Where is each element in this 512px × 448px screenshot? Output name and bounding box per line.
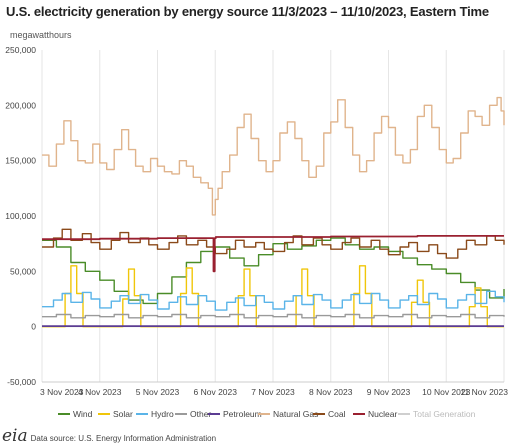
chart-title: U.S. electricity generation by energy so… [6, 4, 489, 19]
legend-swatch [353, 413, 365, 415]
y-tick-label: 250,000 [5, 45, 36, 55]
series-lines [42, 96, 505, 328]
y-tick-label: 50,000 [10, 266, 36, 276]
y-unit-label: megawatthours [10, 30, 72, 40]
legend-swatch [136, 413, 148, 415]
legend-swatch [313, 413, 325, 415]
series-line-nuclear [42, 234, 504, 273]
legend-item-coal[interactable]: Coal [313, 409, 345, 419]
y-tick-label: 0 [31, 322, 36, 332]
legend-swatch [175, 413, 187, 415]
legend-item-other[interactable]: Other [175, 409, 211, 419]
legend-label: Wind [73, 409, 93, 419]
legend-swatch [398, 413, 410, 415]
legend-swatch [208, 413, 220, 415]
legend-label: Petroleum [223, 409, 262, 419]
y-tick-label: 200,000 [5, 100, 36, 110]
x-tick-label: 10 Nov 2023 [422, 387, 470, 397]
legend-swatch [98, 413, 110, 415]
series-line-hydro [42, 290, 505, 311]
legend-label: Nuclear [368, 409, 398, 419]
y-tick-label: -50,000 [7, 377, 36, 387]
chart-legend: Wind Solar Hydro Other Petroleum Natural Gas C… [48, 409, 508, 423]
legend-item-natural-gas[interactable]: Natural Gas [258, 409, 318, 419]
legend-swatch [258, 413, 270, 415]
legend-item-petroleum[interactable]: Petroleum [208, 409, 262, 419]
x-tick-label: 6 Nov 2023 [194, 387, 238, 397]
legend-item-nuclear[interactable]: Nuclear [353, 409, 397, 419]
y-tick-label: 150,000 [5, 156, 36, 166]
x-tick-label: 8 Nov 2023 [309, 387, 353, 397]
footer: eia Data source: U.S. Energy Information… [2, 426, 217, 446]
legend-label: Other [190, 409, 212, 419]
series-line-coal [42, 228, 505, 259]
series-line-other [42, 313, 505, 319]
x-tick-label: 3 Nov 2023 [40, 387, 84, 397]
x-tick-label: 5 Nov 2023 [136, 387, 180, 397]
legend-item-solar[interactable]: Solar [98, 409, 133, 419]
chart-grid [41, 50, 505, 383]
legend-item-wind[interactable]: Wind [58, 409, 92, 419]
data-source: Data source: U.S. Energy Information Adm… [30, 434, 217, 443]
x-tick-label: 9 Nov 2023 [367, 387, 411, 397]
x-tick-label: 4 Nov 2023 [78, 387, 122, 397]
x-tick-label: 11 Nov 2023 [460, 387, 508, 397]
y-tick-label: 100,000 [5, 211, 36, 221]
legend-label: Solar [113, 409, 133, 419]
legend-label: Natural Gas [273, 409, 319, 419]
series-line-natural-gas [42, 96, 505, 216]
y-axis-ticks: -50,000 0 50,000 100,000 150,000 200,000 250,0… [5, 45, 36, 387]
legend-label: Hydro [151, 409, 174, 419]
eia-logo: eia [2, 426, 28, 446]
legend-label: Coal [328, 409, 346, 419]
legend-item-hydro[interactable]: Hydro [136, 409, 174, 419]
x-tick-label: 7 Nov 2023 [251, 387, 295, 397]
legend-item-total-generation[interactable]: Total Generation [398, 409, 475, 419]
legend-swatch [58, 413, 70, 415]
series-line-wind [42, 237, 505, 305]
legend-label: Total Generation [413, 409, 476, 419]
